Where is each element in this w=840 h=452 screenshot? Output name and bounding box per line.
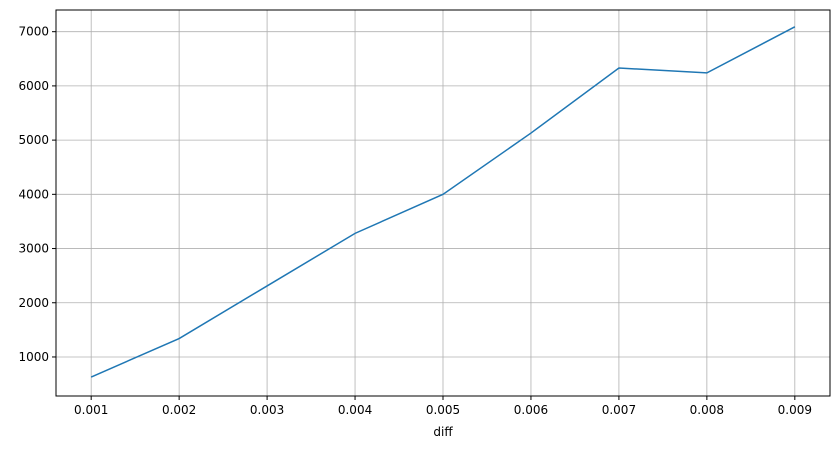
y-tick-label: 6000 — [18, 79, 49, 93]
x-tick-label: 0.003 — [250, 403, 284, 417]
x-axis: 0.001 0.002 0.003 0.004 0.005 0.006 0.007 0.008… — [74, 396, 812, 417]
x-tick-label: 0.001 — [74, 403, 108, 417]
x-tick-label: 0.004 — [338, 403, 372, 417]
y-tick-label: 4000 — [18, 187, 49, 201]
y-tick-label: 1000 — [18, 350, 49, 364]
y-tick-label: 2000 — [18, 296, 49, 310]
x-tick-label: 0.006 — [514, 403, 548, 417]
series-line — [90, 26, 796, 378]
y-axis: 1000 2000 3000 4000 5000 6000 7000 — [18, 25, 56, 364]
y-tick-label: 3000 — [18, 242, 49, 256]
x-axis-label: diff — [433, 425, 453, 439]
y-tick-label: 5000 — [18, 133, 49, 147]
x-tick-label: 0.005 — [426, 403, 460, 417]
y-tick-label: 7000 — [18, 25, 49, 39]
x-tick-label: 0.008 — [690, 403, 724, 417]
x-tick-label: 0.007 — [602, 403, 636, 417]
x-tick-label: 0.002 — [162, 403, 196, 417]
x-tick-label: 0.009 — [778, 403, 812, 417]
series-layer — [90, 26, 796, 378]
grid — [56, 10, 830, 396]
